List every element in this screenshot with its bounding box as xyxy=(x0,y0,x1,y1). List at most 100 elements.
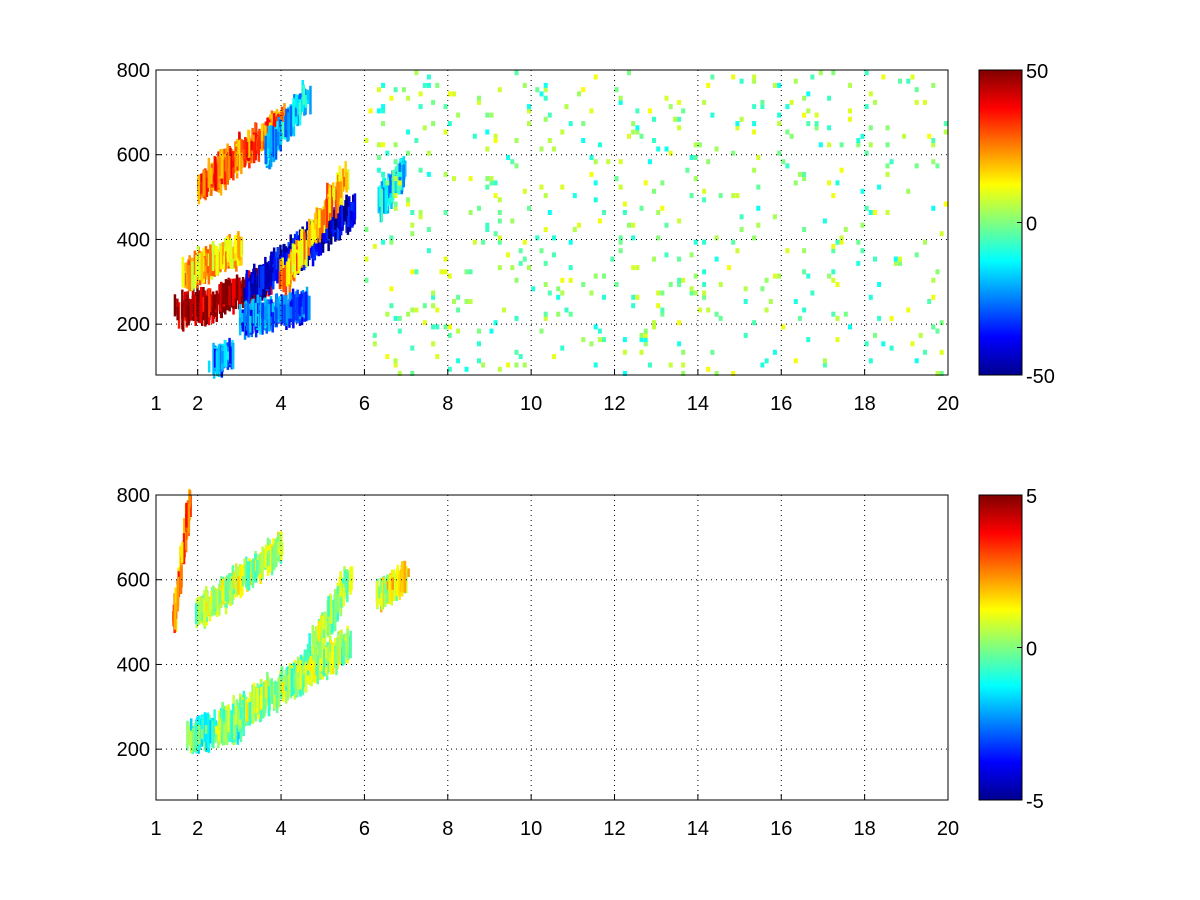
bottom-x-tick-label: 8 xyxy=(442,818,453,840)
top-heatmap-cell xyxy=(250,138,253,164)
top-heatmap-speckle xyxy=(431,341,436,347)
top-heatmap-cell xyxy=(306,89,310,100)
top-heatmap-speckle xyxy=(627,70,631,76)
bottom-heatmap-cell xyxy=(185,502,188,528)
top-heatmap-cell xyxy=(337,205,341,229)
top-heatmap-cell xyxy=(318,209,321,228)
top-heatmap-cell xyxy=(311,222,314,245)
top-heatmap-speckle xyxy=(568,121,573,127)
top-heatmap-speckle xyxy=(522,256,527,262)
top-heatmap-cell xyxy=(322,228,325,242)
top-heatmap-speckle xyxy=(435,82,440,88)
top-heatmap-speckle xyxy=(497,210,502,215)
top-heatmap-cell xyxy=(224,158,228,172)
top-heatmap-speckle xyxy=(777,121,782,127)
top-heatmap-cell xyxy=(325,198,329,228)
top-heatmap-speckle xyxy=(543,87,548,93)
top-heatmap-cell xyxy=(226,160,229,185)
top-heatmap-speckle xyxy=(831,277,836,283)
top-heatmap-speckle xyxy=(706,366,711,372)
bottom-heatmap-cell xyxy=(326,652,330,662)
top-heatmap-speckle xyxy=(522,82,527,88)
top-heatmap-speckle xyxy=(806,337,811,343)
top-heatmap-speckle xyxy=(797,315,802,321)
top-heatmap-speckle xyxy=(547,290,552,296)
top-heatmap-speckle xyxy=(489,112,494,118)
top-heatmap-cell xyxy=(257,136,260,156)
top-heatmap-speckle xyxy=(660,307,665,313)
top-heatmap-speckle xyxy=(527,205,531,211)
top-heatmap-speckle xyxy=(793,299,798,304)
top-heatmap-speckle xyxy=(739,214,744,220)
top-heatmap-speckle xyxy=(943,121,948,127)
top-heatmap-speckle xyxy=(931,138,936,143)
top-heatmap-speckle xyxy=(581,121,586,127)
top-heatmap-cell xyxy=(282,129,285,140)
top-heatmap-cell xyxy=(224,237,227,258)
top-heatmap-speckle xyxy=(806,121,811,127)
top-heatmap-cell xyxy=(217,344,221,372)
top-heatmap-speckle xyxy=(622,349,627,355)
top-heatmap-speckle xyxy=(426,227,431,232)
top-heatmap-speckle xyxy=(931,294,936,300)
bottom-heatmap-cell xyxy=(302,665,305,675)
top-heatmap-speckle xyxy=(943,129,948,135)
bottom-heatmap-cell xyxy=(246,703,249,722)
top-heatmap-speckle xyxy=(664,95,669,101)
top-heatmap-cell xyxy=(266,264,270,282)
top-heatmap-speckle xyxy=(618,239,623,245)
bottom-heatmap-cell xyxy=(346,628,349,660)
bottom-heatmap-cell xyxy=(344,636,348,655)
top-colorbar: -50 0 50 xyxy=(978,61,1055,388)
top-heatmap-speckle xyxy=(485,146,490,152)
bottom-heatmap-cell xyxy=(245,699,248,722)
top-heatmap-speckle xyxy=(468,210,473,215)
top-heatmap-cell xyxy=(343,205,346,220)
bottom-heatmap-grid xyxy=(156,495,948,800)
top-heatmap-cell xyxy=(228,285,231,306)
bottom-heatmap-cell xyxy=(256,560,259,577)
top-heatmap-speckle xyxy=(764,307,769,313)
top-heatmap-cell xyxy=(279,113,282,126)
bottom-heatmap-cell xyxy=(322,644,326,677)
top-heatmap-speckle xyxy=(839,239,844,245)
top-heatmap-cell xyxy=(352,201,355,214)
bottom-heatmap-cell xyxy=(230,576,233,605)
top-heatmap-speckle xyxy=(493,138,498,143)
top-heatmap-speckle xyxy=(426,248,431,254)
top-heatmap-speckle xyxy=(639,205,644,211)
top-heatmap-cell xyxy=(332,187,336,201)
bottom-heatmap-cell xyxy=(180,557,183,574)
top-heatmap-speckle xyxy=(406,201,411,207)
bottom-heatmap-cell xyxy=(326,622,330,637)
top-heatmap-speckle xyxy=(543,227,548,232)
top-heatmap-cell xyxy=(322,209,325,226)
top-heatmap-speckle xyxy=(543,260,548,266)
top-heatmap-speckle xyxy=(677,282,682,287)
top-heatmap-speckle xyxy=(756,222,761,228)
top-heatmap-speckle xyxy=(697,142,702,148)
top-heatmap-speckle xyxy=(602,337,606,343)
top-heatmap-speckle xyxy=(881,341,886,347)
top-heatmap-speckle xyxy=(877,282,882,287)
top-heatmap-speckle xyxy=(647,159,652,165)
top-heatmap-speckle xyxy=(843,227,848,232)
top-heatmap-cell xyxy=(281,297,284,323)
bottom-heatmap-cell xyxy=(325,658,328,667)
top-heatmap-speckle xyxy=(426,74,431,80)
top-heatmap-cell xyxy=(214,156,217,184)
top-heatmap-cell xyxy=(301,239,304,265)
bottom-heatmap-cell xyxy=(331,645,334,667)
top-heatmap-speckle xyxy=(514,277,519,283)
top-heatmap-speckle xyxy=(777,273,782,279)
top-heatmap-cell xyxy=(353,193,357,220)
top-heatmap-speckle xyxy=(443,129,448,135)
top-heatmap-cell xyxy=(283,252,287,271)
bottom-heatmap-cell xyxy=(339,571,342,598)
bottom-heatmap-cell xyxy=(261,688,265,719)
top-heatmap-speckle xyxy=(935,328,940,334)
top-heatmap-speckle xyxy=(497,366,502,372)
top-heatmap-speckle xyxy=(556,311,561,317)
top-heatmap-speckle xyxy=(622,210,627,215)
top-heatmap-speckle xyxy=(618,99,623,105)
